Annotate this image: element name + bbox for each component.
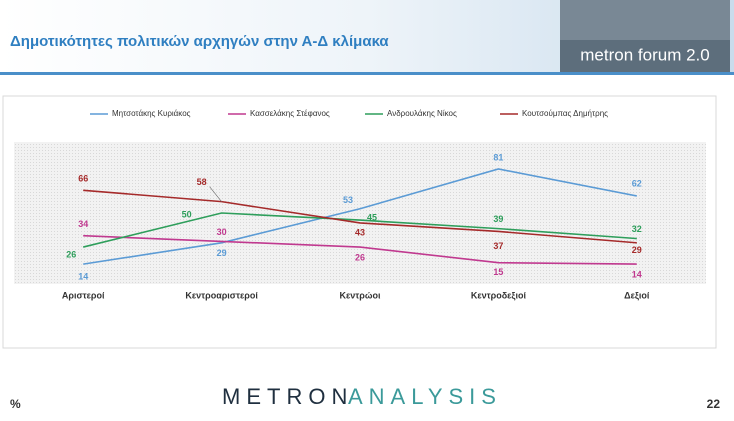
data-label: 50 [182,209,192,219]
data-label: 30 [217,227,227,237]
data-label: 39 [493,214,503,224]
data-label: 45 [367,212,377,222]
brand-b: ANALYSIS [348,384,502,409]
x-tick-label: Κεντροδεξιοί [471,290,527,300]
data-label: 81 [493,152,503,162]
data-label: 34 [78,219,88,229]
data-label: 14 [78,271,88,281]
data-label: 26 [66,249,76,259]
brand-a: METRON [222,384,353,409]
plot-area [14,142,706,284]
data-label: 26 [355,252,365,262]
data-label: 37 [493,241,503,251]
x-tick-label: Κεντροαριστεροί [185,290,258,300]
x-tick-label: Δεξιοί [624,290,650,300]
leader-line [209,186,222,202]
data-label: 66 [78,174,88,184]
series-line [83,234,637,265]
legend-label: Κουτσούμπας Δημήτρης [522,109,608,118]
series-line [83,168,637,265]
chart: Αριστεροί Κεντροαριστεροί Κεντρώοι Κεντροδε… [62,109,650,300]
data-label: 29 [217,248,227,258]
legend-label: Ανδρουλάκης Νίκος [387,109,457,118]
logo-photo [560,0,730,40]
legend-label: Μητσοτάκης Κυριάκος [112,109,191,118]
series-line [83,212,637,248]
data-label: 43 [355,227,365,237]
data-label: 58 [197,177,207,187]
x-tick-label: Κεντρώοι [340,290,381,300]
data-label: 62 [632,178,642,188]
x-tick-label: Αριστεροί [62,290,105,300]
logo-text: metron forum 2.0 [580,45,709,64]
legend-label: Κασσελάκης Στέφανος [250,109,330,118]
data-label: 32 [632,224,642,234]
unit-label: % [10,397,21,411]
header-rule [0,72,734,75]
data-label: 53 [343,195,353,205]
data-label: 15 [493,267,503,277]
data-label: 14 [632,269,642,279]
series-line [83,189,637,244]
data-label: 29 [632,245,642,255]
slide-title: Δημοτικότητες πολιτικών αρχηγών στην Α-Δ… [10,33,389,50]
page-number: 22 [707,397,721,411]
